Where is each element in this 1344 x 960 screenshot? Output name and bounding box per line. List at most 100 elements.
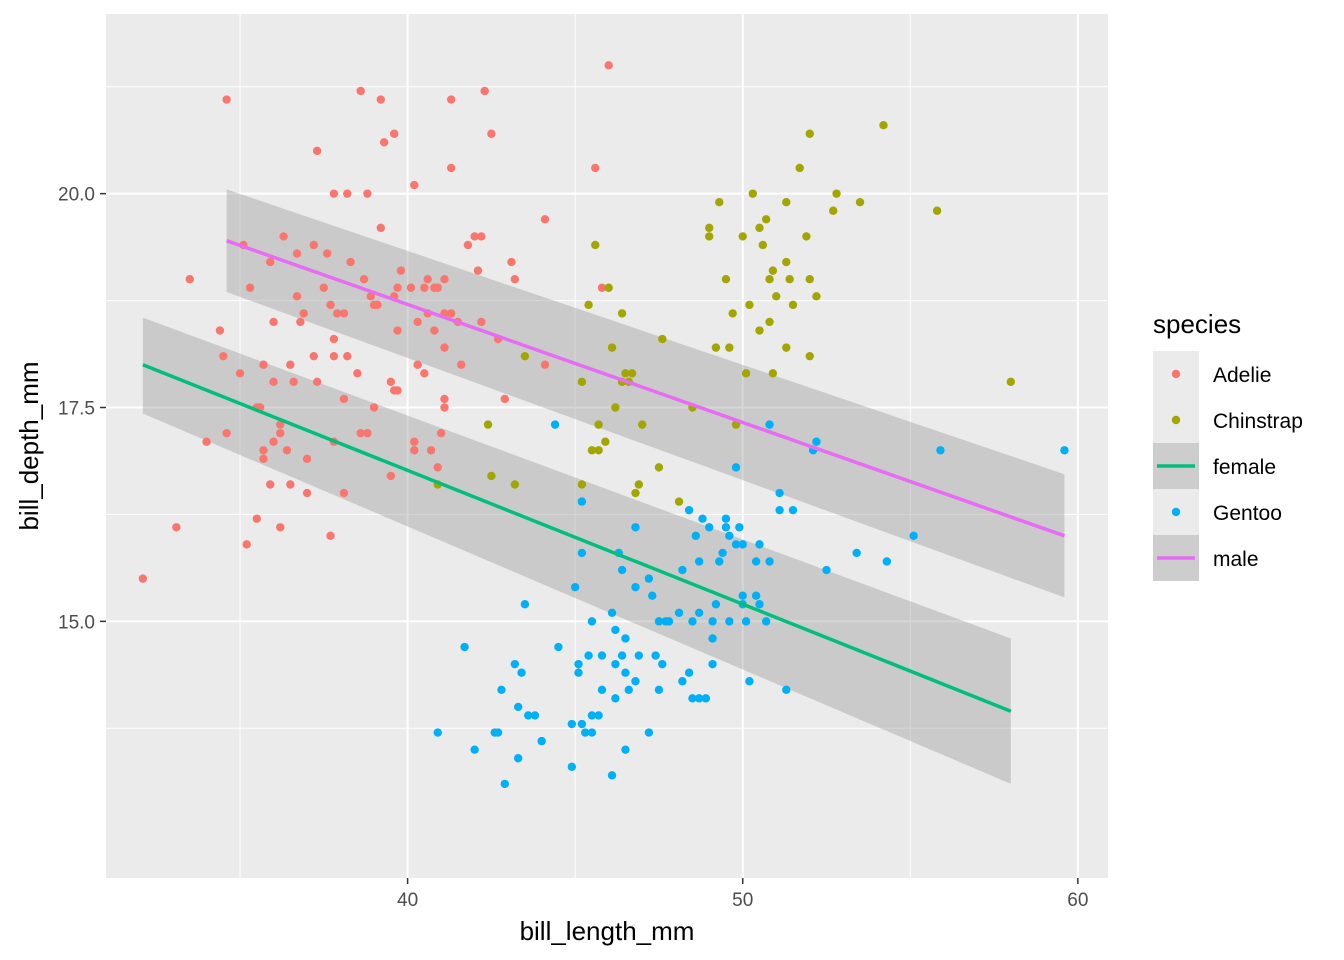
point-gentoo [513, 702, 523, 712]
point-gentoo [530, 711, 540, 720]
point-adelie [302, 454, 312, 464]
regression-line-male [226, 239, 1066, 538]
point-gentoo [718, 548, 727, 558]
point-chinstrap [761, 215, 771, 224]
point-chinstrap [765, 317, 774, 327]
point-gentoo [497, 685, 506, 695]
point-gentoo [577, 497, 587, 506]
point-adelie [286, 480, 295, 489]
point-chinstrap [741, 369, 751, 378]
point-adelie [446, 309, 456, 318]
point-chinstrap [748, 189, 757, 198]
point-adelie [172, 523, 181, 532]
point-chinstrap [829, 206, 838, 215]
legend-key-point [1171, 369, 1181, 379]
point-adelie [477, 317, 486, 327]
y-tick-label: 20.0 [58, 185, 95, 206]
point-chinstrap [805, 129, 814, 138]
point-adelie [480, 86, 489, 96]
point-gentoo [648, 591, 657, 600]
point-adelie [339, 309, 349, 318]
point-gentoo [524, 711, 533, 720]
point-chinstrap [634, 480, 644, 489]
point-adelie [309, 351, 318, 361]
point-adelie [185, 274, 194, 284]
point-adelie [373, 300, 382, 310]
point-gentoo [550, 420, 560, 429]
point-gentoo [584, 651, 593, 660]
point-gentoo [520, 600, 530, 609]
point-adelie [410, 437, 419, 446]
point-adelie [252, 514, 262, 523]
point-adelie [242, 540, 251, 549]
legend-label: female [1213, 456, 1276, 479]
grid-lines [106, 14, 1108, 878]
y-tick-label: 15.0 [58, 612, 95, 633]
point-chinstrap [932, 206, 942, 215]
point-adelie [279, 232, 288, 241]
point-adelie [222, 428, 231, 438]
point-gentoo [782, 685, 791, 695]
point-chinstrap [711, 343, 721, 352]
point-adelie [259, 360, 268, 369]
point-chinstrap [782, 197, 791, 207]
point-chinstrap [577, 480, 587, 489]
point-chinstrap [627, 369, 637, 378]
point-adelie [487, 129, 496, 138]
point-adelie [329, 334, 339, 344]
point-adelie [473, 266, 483, 275]
point-adelie [540, 360, 550, 369]
point-gentoo [812, 437, 821, 446]
point-adelie [312, 377, 322, 387]
point-gentoo [751, 557, 761, 566]
point-adelie [436, 428, 446, 438]
point-gentoo [611, 625, 620, 635]
x-tick-label: 60 [1067, 890, 1088, 911]
legend-entry-female: female [1153, 443, 1276, 489]
point-gentoo [470, 745, 479, 754]
point-chinstrap [788, 300, 798, 310]
point-gentoo [460, 642, 469, 652]
point-gentoo [611, 659, 620, 669]
point-adelie [470, 232, 479, 241]
point-adelie [219, 351, 228, 361]
point-chinstrap [594, 446, 603, 455]
point-gentoo [788, 505, 798, 515]
point-adelie [410, 446, 419, 455]
point-gentoo [725, 531, 734, 541]
point-gentoo [775, 488, 784, 498]
point-adelie [376, 95, 385, 104]
point-adelie [333, 309, 342, 318]
point-chinstrap [812, 292, 821, 301]
point-gentoo [751, 591, 761, 600]
point-adelie [376, 223, 385, 233]
point-chinstrap [768, 266, 778, 275]
point-chinstrap [637, 420, 647, 429]
point-adelie [363, 428, 372, 438]
point-adelie [366, 292, 375, 301]
point-adelie [446, 95, 456, 104]
point-gentoo [617, 651, 627, 660]
point-chinstrap [832, 189, 841, 198]
regression-line-female [142, 363, 1012, 713]
point-gentoo [705, 523, 714, 532]
point-adelie [312, 146, 322, 156]
point-gentoo [554, 642, 563, 652]
point-gentoo [684, 505, 694, 515]
point-adelie [356, 428, 365, 438]
point-gentoo [909, 531, 918, 541]
point-gentoo [517, 668, 526, 677]
point-gentoo [567, 762, 577, 771]
legend-label: male [1213, 548, 1259, 571]
point-adelie [292, 249, 302, 258]
point-gentoo [581, 728, 590, 737]
point-adelie [420, 369, 429, 378]
point-gentoo [631, 523, 640, 532]
point-gentoo [621, 745, 630, 754]
point-gentoo [738, 591, 747, 600]
y-axis-title: bill_depth_mm [14, 361, 44, 530]
legend-key-point [1171, 415, 1181, 425]
point-adelie [463, 240, 473, 250]
point-adelie [259, 446, 268, 455]
point-chinstrap [765, 274, 774, 284]
